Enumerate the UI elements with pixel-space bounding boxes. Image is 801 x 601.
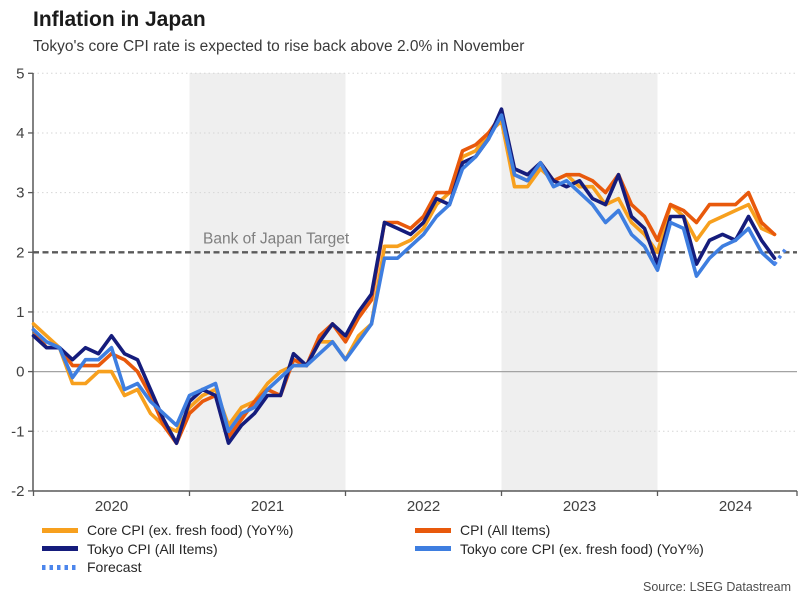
- y-tick-label-4: 4: [16, 125, 24, 142]
- target-label: Bank of Japan Target: [203, 230, 350, 247]
- legend-swatch-tokyo-core: [415, 546, 451, 552]
- legend-item-core-cpi: Core CPI (ex. fresh food) (YoY%): [42, 521, 293, 540]
- legend-label-tokyo-cpi: Tokyo CPI (All Items): [87, 540, 218, 557]
- series-line-1: [31, 113, 777, 446]
- legend-swatch-core-cpi: [42, 527, 78, 533]
- y-tick-label-1: 1: [16, 304, 24, 321]
- x-tick-label-2023: 2023: [563, 498, 596, 515]
- x-tick-label-2020: 2020: [95, 498, 128, 515]
- legend-column-right: CPI (All Items) Tokyo core CPI (ex. fres…: [415, 521, 704, 558]
- source-credit: Source: LSEG Datastream: [643, 580, 791, 594]
- shaded-band-2021: [189, 73, 346, 491]
- x-tick-label-2021: 2021: [251, 498, 284, 515]
- series-line-3: [31, 113, 777, 434]
- legend-item-tokyo-core: Tokyo core CPI (ex. fresh food) (YoY%): [415, 540, 704, 559]
- shaded-band-2023: [501, 73, 658, 491]
- series-line-4: [773, 245, 789, 266]
- x-tick-label-2024: 2024: [719, 498, 752, 515]
- page-title: Inflation in Japan: [33, 8, 206, 31]
- legend-column-left: Core CPI (ex. fresh food) (YoY%) Tokyo C…: [42, 521, 293, 577]
- y-tick-label-0: 0: [16, 364, 24, 381]
- y-tick-label--2: -2: [11, 483, 24, 500]
- legend-item-forecast: Forecast: [42, 558, 293, 577]
- series-line-2: [31, 107, 777, 446]
- y-tick-label-2: 2: [16, 244, 24, 261]
- y-tick-label-5: 5: [16, 65, 24, 82]
- x-tick-label-2022: 2022: [407, 498, 440, 515]
- legend-item-cpi-all: CPI (All Items): [415, 521, 704, 540]
- legend-label-cpi-all: CPI (All Items): [460, 522, 551, 539]
- legend-swatch-forecast: [42, 564, 78, 570]
- y-tick-label-3: 3: [16, 185, 24, 202]
- legend-label-forecast: Forecast: [87, 559, 142, 576]
- legend-item-tokyo-cpi: Tokyo CPI (All Items): [42, 540, 293, 559]
- y-tick-label--1: -1: [11, 423, 24, 440]
- legend-swatch-cpi-all: [415, 527, 451, 533]
- page-subtitle: Tokyo's core CPI rate is expected to ris…: [33, 38, 525, 55]
- legend-label-tokyo-core: Tokyo core CPI (ex. fresh food) (YoY%): [460, 540, 704, 557]
- legend-label-core-cpi: Core CPI (ex. fresh food) (YoY%): [87, 522, 294, 539]
- legend-swatch-tokyo-cpi: [42, 546, 78, 552]
